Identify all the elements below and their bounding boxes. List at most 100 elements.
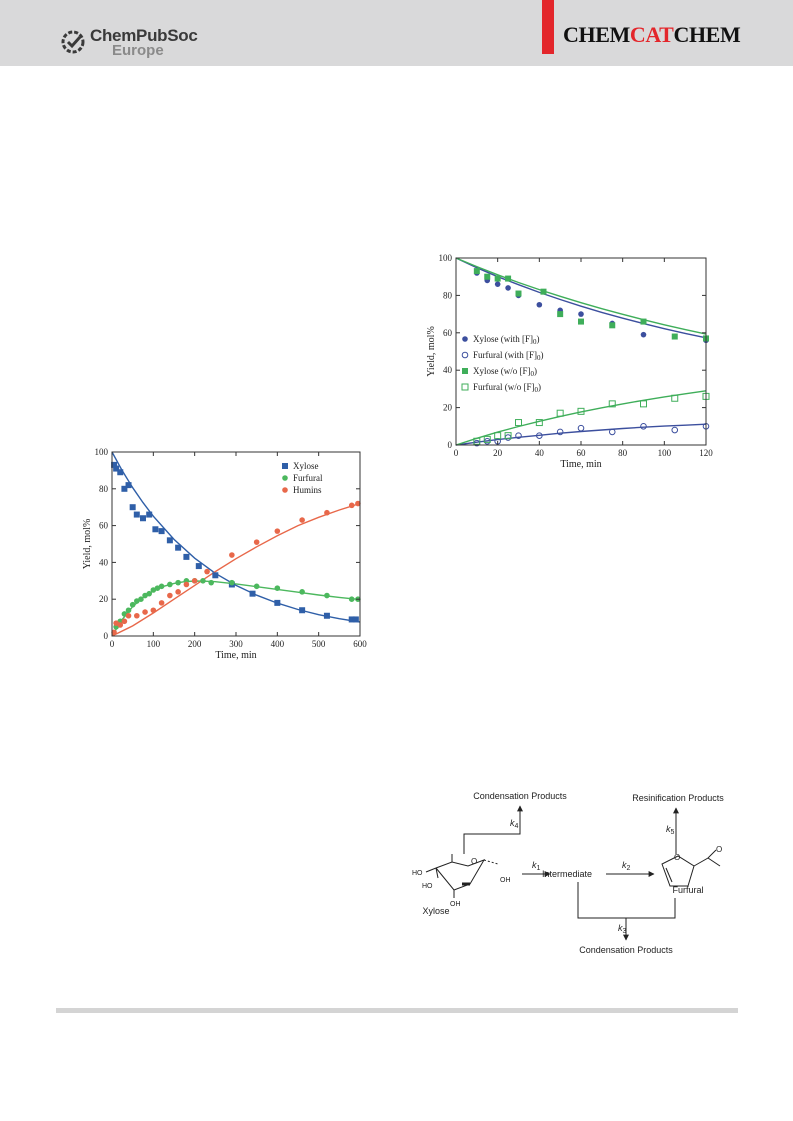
chart2-series2-point [229, 579, 235, 586]
chart2-series3-point [348, 502, 355, 509]
chart1-series4-point [577, 407, 585, 415]
chart2-series2-point [299, 589, 305, 595]
chart1-series3-point [484, 273, 491, 280]
chart2-series3-point [121, 618, 128, 625]
xylose-ho-top: HO [412, 870, 423, 877]
publisher-logo-icon [61, 30, 85, 54]
chart1-series4-point [494, 432, 502, 440]
chart1-series2-point [671, 426, 679, 434]
chart1-series1-point [640, 331, 647, 338]
chart1-legend-entry-3: Xylose (w/o [F]0) [473, 366, 537, 378]
chart1-y-tick-label: 60 [443, 328, 453, 338]
chart1-fit-line-4 [455, 390, 707, 446]
journal-title: CHEMCATCHEM [563, 22, 741, 47]
chart1-series4-point [535, 419, 543, 427]
chart2-series3-point [274, 528, 281, 534]
chart1-series2-point [515, 432, 522, 439]
chart2-series1-point [274, 599, 281, 606]
rate-constant-k3: k3 [618, 923, 627, 935]
chart2-series2-point [208, 579, 214, 586]
chart1-x-axis-label: Time, min [560, 459, 601, 470]
rate-constant-k2: k2 [622, 860, 631, 872]
rate-constant-k4: k4 [510, 818, 519, 830]
xylose-oh-right: OH [500, 877, 511, 884]
chart2-series3-point [150, 607, 157, 614]
chart1-series1-point [505, 285, 511, 291]
footer-divider [56, 1008, 738, 1013]
chart1-series3-point [540, 288, 547, 295]
chart1-series2-point [608, 428, 616, 436]
chart1-series4-point [556, 409, 564, 417]
chart2-series1-point [323, 612, 330, 619]
chart2-series3-point [324, 509, 330, 516]
chart2-legend-marker-3 [282, 487, 288, 493]
chart2-y-axis-label: Yield, mol% [82, 519, 93, 570]
chart1-series4-point [640, 400, 647, 408]
chart2-x-tick-label: 300 [229, 639, 243, 649]
chart2-series1-point [249, 590, 256, 597]
chart1-series2-point [536, 432, 543, 439]
condensation-products-top: Condensation Products [473, 791, 567, 801]
chart2-series3-point [191, 578, 198, 584]
chart1-series3-point [557, 311, 564, 318]
chart2-series3-point [299, 517, 305, 523]
chart1-fit-line-2 [455, 423, 707, 446]
chart1-series2-point [577, 424, 585, 432]
chart2-series3-point [134, 612, 140, 619]
chart1-x-tick-label: 60 [577, 448, 587, 458]
chart2-series1-point [152, 526, 159, 533]
chart2-series3-point [183, 581, 190, 588]
chart1-series4-point [671, 394, 679, 402]
rate-constant-k1: k1 [532, 860, 541, 872]
chart2-series3-point [253, 539, 260, 545]
chart2-legend-entry-1: Xylose [293, 461, 319, 471]
chart1-legend-marker-2 [461, 351, 469, 359]
chart2-x-tick-label: 500 [312, 639, 326, 649]
chart1-series4-point [483, 435, 491, 443]
publisher-name: ChemPubSoc [90, 26, 198, 45]
condensation-products-bottom: Condensation Products [579, 945, 673, 955]
chart1-series2-point [504, 434, 512, 441]
chart1-series4-point [515, 419, 522, 427]
chart2-x-tick-label: 400 [271, 639, 285, 649]
chart1-x-tick-label: 40 [535, 448, 545, 458]
chart2-series1-point [111, 461, 118, 468]
chart2-series1-point [299, 607, 306, 614]
rate-constant-k5: k5 [666, 824, 675, 836]
chart2-series2-point [274, 585, 281, 591]
chart2-series3-point [111, 629, 117, 636]
xylose-furfural-humins-chart: 0 100 200 300 400 500 600 0 20 40 60 80 100 Time, min… [82, 447, 367, 661]
intermediate-label: Intermediate [542, 869, 592, 879]
chart1-series1-point [494, 281, 501, 287]
chart2-x-tick-label: 100 [147, 639, 161, 649]
chart2-series2-point [175, 579, 181, 586]
chart1-series3-point [505, 275, 512, 282]
chart2-series1-point [348, 616, 355, 623]
xylose-ring-oxygen: O [471, 857, 477, 866]
chart1-legend-entry-2: Furfural (with [F]0) [473, 350, 544, 362]
chart2-series2-point [146, 590, 152, 597]
chart2-y-tick-label: 20 [99, 594, 109, 604]
chart1-series1-point [578, 311, 584, 317]
chart2-y-tick-label: 40 [99, 557, 109, 567]
publisher-region: Europe [112, 42, 164, 59]
chart1-legend-marker-3 [462, 368, 468, 374]
chart1-series2-point [556, 428, 564, 436]
chart1-series3-point [671, 333, 678, 340]
chart2-series3-point [167, 592, 173, 599]
chart2-series3-point [229, 552, 235, 558]
chart2-series1-point [129, 504, 136, 511]
chart1-series2-point [640, 423, 647, 430]
chart2-series1-point [140, 515, 146, 522]
furfural-label: Furfural [672, 885, 703, 895]
chart2-legend-entry-2: Furfural [293, 473, 323, 483]
aldehyde-oxygen: O [716, 845, 722, 854]
chart1-series3-point [578, 318, 584, 325]
chart2-series1-point [113, 465, 120, 472]
chart2-series3-point [117, 622, 124, 628]
chart2-series1-point [212, 572, 219, 579]
chart2-series1-point [352, 616, 359, 623]
chart2-series3-point [175, 589, 181, 595]
chart2-series1-point [146, 511, 153, 518]
chart1-legend-marker-4 [461, 383, 469, 391]
